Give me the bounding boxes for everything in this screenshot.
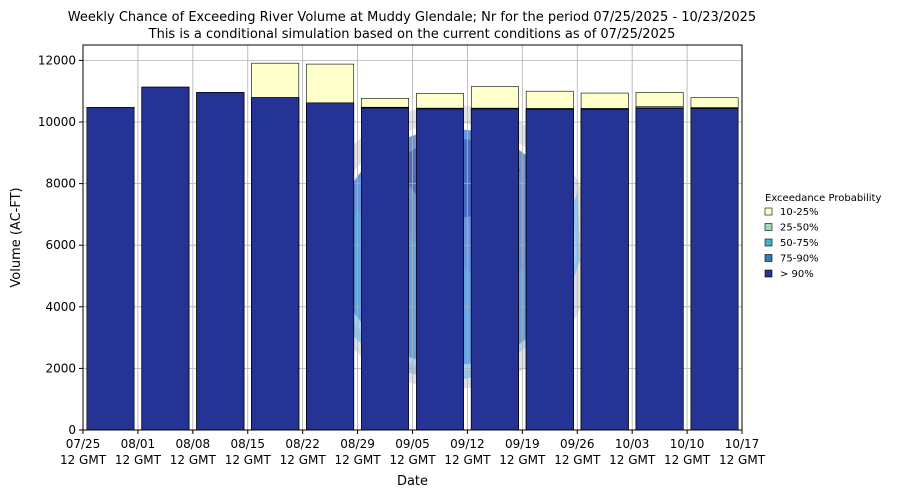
x-tick-label-date: 10/10 xyxy=(670,437,705,451)
x-tick-label-time: 12 GMT xyxy=(554,453,601,467)
x-tick-label-date: 08/08 xyxy=(176,437,211,451)
y-tick-label: 4000 xyxy=(45,300,76,314)
bar-gt90 xyxy=(361,107,409,431)
x-axis-label: Date xyxy=(397,474,428,489)
bar-gt90 xyxy=(580,109,629,431)
y-tick-label: 6000 xyxy=(45,238,76,252)
x-tick-label-time: 12 GMT xyxy=(280,453,327,467)
x-tick-label-date: 09/12 xyxy=(450,437,485,451)
y-tick-label: 2000 xyxy=(45,361,76,375)
legend-title: Exceedance Probability xyxy=(765,193,881,204)
bar-gt90 xyxy=(86,107,135,431)
y-tick-label: 8000 xyxy=(45,177,76,191)
x-tick-label-date: 10/17 xyxy=(725,437,760,451)
legend-label: 25-50% xyxy=(780,223,819,234)
x-tick-label-date: 09/05 xyxy=(395,437,430,451)
x-tick-label-date: 08/01 xyxy=(121,437,156,451)
x-tick-label-date: 08/15 xyxy=(230,437,265,451)
y-axis-label: Volume (AC-FT) xyxy=(9,187,24,287)
legend-label: 50-75% xyxy=(780,238,819,249)
legend-swatch xyxy=(764,223,773,231)
bar-gt90 xyxy=(470,108,519,431)
x-tick-label-time: 12 GMT xyxy=(389,453,436,467)
bar-gt90 xyxy=(635,108,684,431)
legend-label: 75-90% xyxy=(780,254,819,265)
y-tick-label: 12000 xyxy=(38,53,76,67)
x-tick-label-time: 12 GMT xyxy=(335,453,382,467)
y-tick-label: 10000 xyxy=(38,115,76,129)
x-tick-label-date: 10/03 xyxy=(615,437,650,451)
x-tick-label-time: 12 GMT xyxy=(170,453,217,467)
bar-gt90 xyxy=(251,97,300,431)
x-tick-label-time: 12 GMT xyxy=(60,453,107,467)
bars xyxy=(86,62,739,431)
legend: Exceedance Probability 10-25% 25-50% 50-75… xyxy=(764,193,881,280)
legend-label: 10-25% xyxy=(780,207,819,218)
x-tick-label-time: 12 GMT xyxy=(664,453,711,467)
x-tick-label-date: 08/29 xyxy=(340,437,375,451)
x-tick-label-time: 12 GMT xyxy=(444,453,491,467)
bar-gt90 xyxy=(690,108,739,431)
chart-title: Weekly Chance of Exceeding River Volume … xyxy=(68,10,756,25)
x-tick-label-time: 12 GMT xyxy=(115,453,162,467)
y-tick-label: 0 xyxy=(68,423,76,437)
bar-gt90 xyxy=(196,92,245,431)
legend-label: > 90% xyxy=(780,269,814,280)
legend-swatch xyxy=(764,269,773,278)
legend-swatch xyxy=(764,207,773,216)
x-axis: 07/25 12 GMT 08/01 12 GMT 08/08 12 GMT 08/15 12… xyxy=(60,430,766,467)
x-tick-label-time: 12 GMT xyxy=(719,453,766,467)
bar-gt90 xyxy=(141,86,190,431)
x-tick-label-date: 09/19 xyxy=(505,437,540,451)
legend-swatch xyxy=(764,254,773,262)
y-axis: 0 2000 4000 6000 8000 10000 12000 xyxy=(38,53,83,437)
x-tick-label-time: 12 GMT xyxy=(499,453,546,467)
chart-subtitle: This is a conditional simulation based o… xyxy=(148,27,676,42)
x-tick-label-date: 07/25 xyxy=(66,437,101,451)
bar-gt90 xyxy=(525,109,574,431)
bar-gt90 xyxy=(306,102,355,431)
x-tick-label-date: 08/22 xyxy=(285,437,320,451)
legend-swatch xyxy=(764,238,773,247)
x-tick-label-time: 12 GMT xyxy=(609,453,656,467)
x-tick-label-time: 12 GMT xyxy=(225,453,272,467)
x-tick-label-date: 09/26 xyxy=(560,437,595,451)
bar-gt90 xyxy=(416,108,464,431)
